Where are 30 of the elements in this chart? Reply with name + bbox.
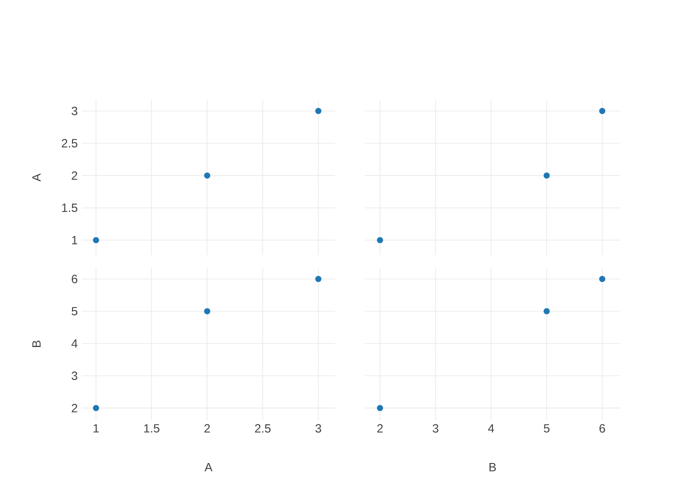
y-tick-label: 2 xyxy=(72,404,78,412)
x-tick-label: 2 xyxy=(204,424,210,433)
x-axis-title: A xyxy=(204,463,212,472)
y-tick-label: 2.5 xyxy=(62,139,78,148)
y-axis-title: B xyxy=(32,340,41,347)
point xyxy=(204,172,211,179)
x-tick-label: 5 xyxy=(544,424,550,433)
x-tick-label: 2.5 xyxy=(255,424,271,433)
y-tick-label: 5 xyxy=(72,307,78,316)
y-tick-label: 2 xyxy=(72,171,78,180)
y-axis-title: A xyxy=(32,174,41,182)
point xyxy=(204,308,211,315)
y-tick-label: 6 xyxy=(72,274,78,284)
y-tick-label: 1.5 xyxy=(62,204,78,212)
point xyxy=(92,236,100,244)
x-axis-title: B xyxy=(490,463,496,472)
y-tick-label: 4 xyxy=(71,339,78,348)
x-tick-label: 1 xyxy=(94,424,99,432)
y-tick-label: 3 xyxy=(72,372,78,380)
x-tick-label: 4 xyxy=(488,424,494,432)
x-tick-label: 3 xyxy=(432,424,438,433)
point xyxy=(314,108,322,114)
x-tick-label: 6 xyxy=(600,424,606,433)
y-tick-label: 3 xyxy=(72,106,78,116)
point xyxy=(92,404,100,412)
x-tick-label: 3 xyxy=(315,424,322,433)
y-tick-label: 1 xyxy=(72,236,78,244)
x-tick-label: 1.5 xyxy=(144,424,160,433)
point xyxy=(314,276,322,282)
x-tick-label: 2 xyxy=(377,424,383,433)
